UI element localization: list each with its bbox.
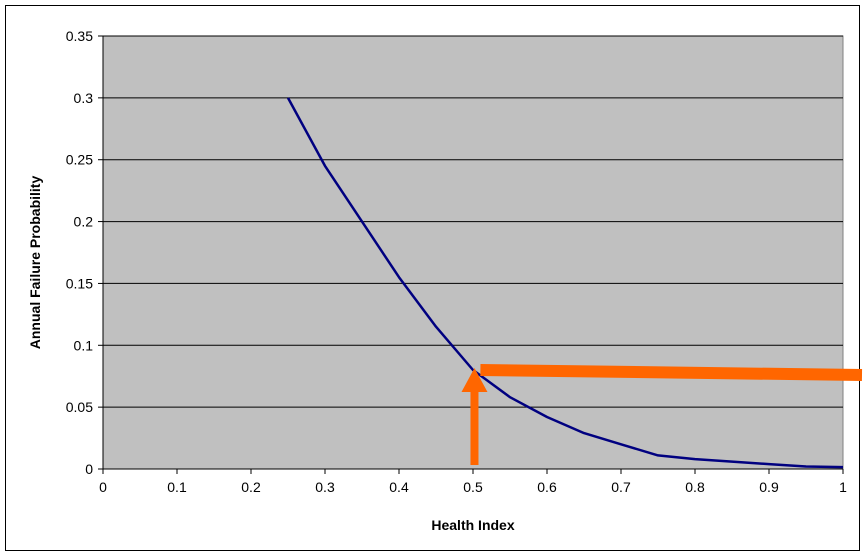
x-tick-label: 0.7	[611, 479, 631, 495]
x-tick-label: 0.2	[241, 479, 261, 495]
y-tick-label: 0.2	[74, 214, 94, 230]
annotations	[461, 364, 863, 465]
x-tick-label: 0.9	[759, 479, 779, 495]
x-tick-label: 0.3	[315, 479, 335, 495]
x-axis-title: Health Index	[431, 517, 514, 533]
annotation-arrow-head	[461, 368, 488, 393]
x-tick-label: 0.6	[537, 479, 557, 495]
series-line	[286, 97, 844, 469]
x-tick-label: 0.5	[463, 479, 483, 495]
y-tick-labels: 0 0.05 0.1 0.15 0.2 0.25 0.3 0.35	[66, 28, 93, 477]
y-tick-label: 0.05	[66, 399, 93, 415]
y-tick-label: 0.35	[66, 28, 93, 44]
y-tick-label: 0.15	[66, 275, 93, 291]
y-tick-label: 0.25	[66, 152, 93, 168]
y-tick-label: 0	[85, 461, 93, 477]
annotation-line	[480, 364, 863, 381]
x-tick-label: 1	[839, 479, 847, 495]
grid-lines	[103, 35, 843, 408]
x-tick-label: 0.8	[685, 479, 705, 495]
series-lines	[286, 97, 844, 469]
y-tick-label: 0.1	[74, 337, 94, 353]
axes	[98, 35, 844, 474]
x-tick-label: 0	[99, 479, 107, 495]
y-axis-title: Annual Failure Probability	[27, 176, 43, 350]
x-tick-label: 0.1	[167, 479, 187, 495]
x-tick-label: 0.4	[389, 479, 409, 495]
y-tick-label: 0.3	[74, 90, 94, 106]
x-tick-labels: 0 0.1 0.2 0.3 0.4 0.5 0.6 0.7 0.8 0.9 1	[99, 479, 847, 495]
